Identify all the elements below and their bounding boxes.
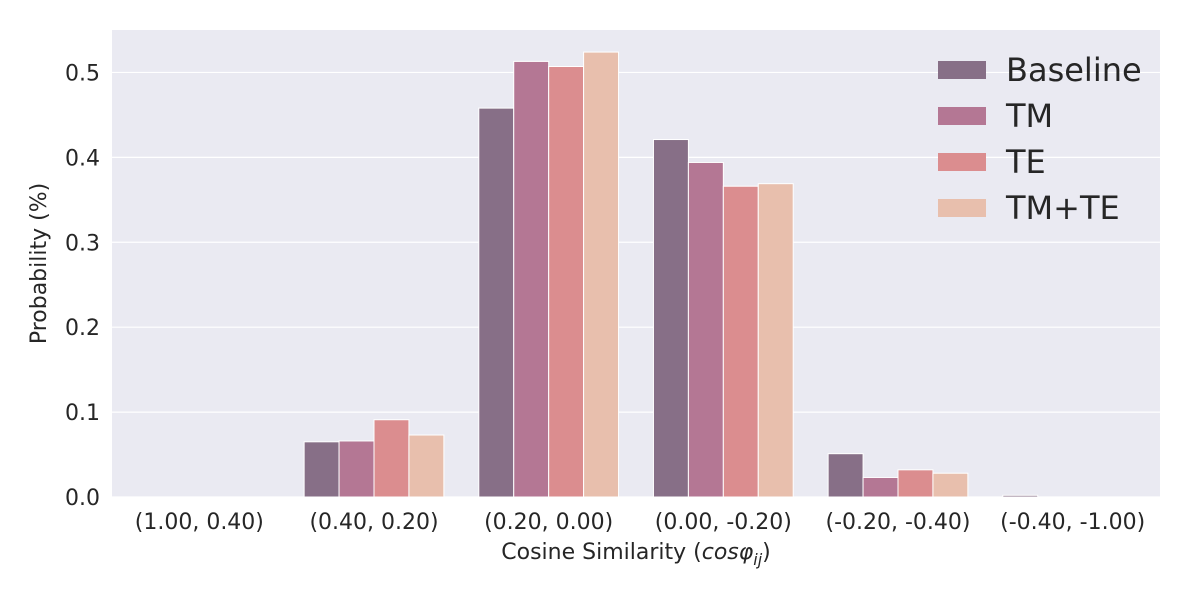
x-tick-label: (1.00, 0.40): [135, 510, 264, 535]
y-axis-label: Probability (%): [27, 183, 52, 344]
bar-tm: [338, 440, 375, 498]
x-tick-label: (-0.20, -0.40): [826, 510, 971, 535]
bars: [303, 51, 1039, 498]
x-tick-label: (0.20, 0.00): [484, 510, 613, 535]
bar-tm-te: [583, 51, 620, 498]
legend-label: Baseline: [1006, 51, 1142, 89]
y-tick-label: 0.0: [65, 486, 100, 511]
plot-area: [112, 30, 1160, 497]
bar-te: [548, 66, 585, 498]
bar-tm: [513, 60, 550, 498]
bar-baseline: [652, 139, 689, 498]
x-tick-label: (0.00, -0.20): [655, 510, 792, 535]
y-tick-label: 0.1: [65, 401, 100, 426]
legend-label: TM: [1005, 97, 1053, 135]
x-axis-label: Cosine Similarity (cosφij): [501, 540, 770, 569]
bar-tm-te: [408, 434, 445, 498]
bar-tm: [687, 161, 724, 498]
bar-baseline: [827, 453, 864, 498]
bar-tm: [862, 476, 899, 498]
bar-te: [722, 185, 759, 498]
y-tick-label: 0.4: [65, 146, 100, 171]
x-tick-labels: (1.00, 0.40) (0.40, 0.20) (0.20, 0.00) (0.0…: [135, 510, 1145, 535]
y-tick-label: 0.5: [65, 61, 100, 86]
y-tick-labels: 0.0 0.1 0.2 0.3 0.4 0.5: [65, 61, 100, 511]
legend-label: TM+TE: [1005, 189, 1120, 227]
legend-swatch: [938, 153, 986, 171]
legend-swatch: [938, 199, 986, 217]
bar-baseline: [478, 107, 515, 498]
legend-swatch: [938, 61, 986, 79]
y-tick-label: 0.2: [65, 316, 100, 341]
x-axis-label-subscript: ij: [753, 550, 762, 569]
bar-baseline: [1002, 494, 1039, 498]
bar-baseline: [303, 441, 340, 498]
grid-lines: [112, 71, 1160, 498]
bar-te: [373, 419, 410, 498]
legend: Baseline TM TE TM+TE: [938, 51, 1142, 227]
x-tick-label: (0.40, 0.20): [309, 510, 438, 535]
x-axis-label-math: cosφ: [702, 540, 754, 565]
bar-tm-te: [932, 472, 969, 498]
legend-swatch: [938, 107, 986, 125]
bar-te: [897, 469, 934, 498]
x-tick-label: (-0.40, -1.00): [1000, 510, 1145, 535]
y-tick-label: 0.3: [65, 231, 100, 256]
legend-label: TE: [1005, 143, 1046, 181]
x-axis-label-text: Cosine Similarity (: [501, 540, 701, 565]
x-axis-label-close: ): [762, 540, 771, 565]
bar-tm-te: [757, 183, 794, 498]
